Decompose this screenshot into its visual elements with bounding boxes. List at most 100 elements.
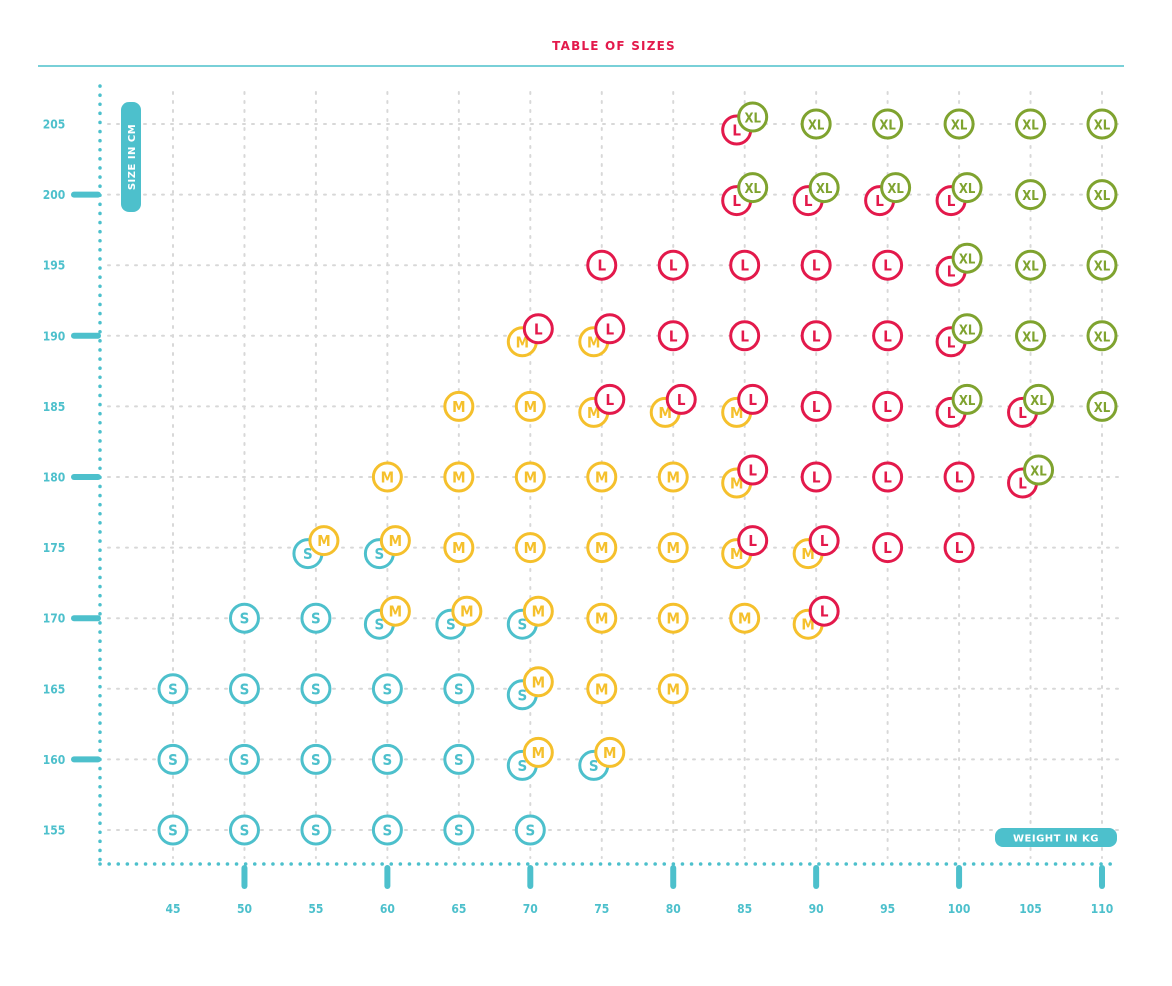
marker-label: L xyxy=(875,192,884,210)
marker-label: L xyxy=(1018,404,1027,422)
marker-ring xyxy=(1086,390,1118,422)
y-tick-label: 205 xyxy=(43,118,66,132)
y-tick-label: 180 xyxy=(43,471,66,485)
marker-xl: XL xyxy=(1023,383,1055,415)
marker-s: S xyxy=(228,673,260,705)
marker-ring xyxy=(872,532,904,564)
marker-xl: XL xyxy=(800,108,832,140)
marker-ring xyxy=(514,814,546,846)
marker-m: M xyxy=(379,525,411,557)
marker-ring xyxy=(872,390,904,422)
marker-xl: XL xyxy=(1015,320,1047,352)
marker-l: L xyxy=(800,461,832,493)
marker-ring xyxy=(300,814,332,846)
marker-m: M xyxy=(657,532,689,564)
marker-xl: XL xyxy=(872,108,904,140)
marker-label: M xyxy=(801,545,814,563)
marker-ring xyxy=(657,673,689,705)
marker-ring xyxy=(943,532,975,564)
x-tick-label: 90 xyxy=(809,902,824,916)
marker-label: XL xyxy=(1022,260,1039,275)
marker-label: XL xyxy=(959,253,976,268)
marker-label: M xyxy=(532,603,545,621)
marker-label: S xyxy=(383,822,393,840)
marker-label: XL xyxy=(1094,189,1111,204)
marker-xl: XL xyxy=(808,172,840,204)
marker-m: M xyxy=(514,532,546,564)
y-tick-label: 190 xyxy=(43,329,66,343)
marker-ring xyxy=(808,172,840,204)
marker-label: M xyxy=(389,603,402,621)
axes xyxy=(98,84,1120,866)
marker-xl: XL xyxy=(1086,179,1118,211)
x-axis-label-badge: WEIGHT IN KG xyxy=(995,828,1117,847)
marker-label: L xyxy=(812,469,821,487)
marker-ring xyxy=(443,390,475,422)
marker-l: L xyxy=(737,454,769,486)
marker-label: M xyxy=(730,545,743,563)
marker-label: S xyxy=(383,751,393,769)
marker-xl: XL xyxy=(1015,249,1047,281)
marker-xl: XL xyxy=(737,172,769,204)
marker-label: L xyxy=(812,257,821,275)
marker-label: XL xyxy=(959,394,976,409)
marker-xl: XL xyxy=(737,101,769,133)
marker-l: L xyxy=(729,320,761,352)
x-tick-label: 100 xyxy=(948,902,971,916)
marker-ring xyxy=(1015,179,1047,211)
marker-ring xyxy=(951,242,983,274)
marker-label: S xyxy=(311,822,321,840)
marker-m: M xyxy=(443,461,475,493)
marker-xl: XL xyxy=(1023,454,1055,486)
marker-ring xyxy=(586,249,618,281)
marker-s: S xyxy=(300,602,332,634)
marker-xl: XL xyxy=(951,313,983,345)
marker-l: L xyxy=(594,313,626,345)
marker-ring xyxy=(1086,249,1118,281)
marker-ring xyxy=(872,461,904,493)
marker-xl: XL xyxy=(951,242,983,274)
marker-ring xyxy=(737,383,769,415)
marker-s: S xyxy=(300,814,332,846)
marker-label: S xyxy=(375,616,385,634)
marker-m: M xyxy=(308,525,340,557)
marker-xl: XL xyxy=(943,108,975,140)
marker-label: XL xyxy=(744,182,761,197)
marker-ring xyxy=(371,743,403,775)
marker-label: M xyxy=(452,539,465,557)
marker-ring xyxy=(872,249,904,281)
marker-l: L xyxy=(943,461,975,493)
marker-label: L xyxy=(883,469,892,487)
marker-label: S xyxy=(240,822,250,840)
marker-s: S xyxy=(228,814,260,846)
marker-ring xyxy=(1086,179,1118,211)
x-tick-label: 80 xyxy=(666,902,681,916)
marker-m: M xyxy=(586,673,618,705)
marker-l: L xyxy=(657,249,689,281)
marker-label: XL xyxy=(959,323,976,338)
marker-s: S xyxy=(443,673,475,705)
marker-ring xyxy=(586,461,618,493)
marker-ring xyxy=(443,743,475,775)
marker-ring xyxy=(657,532,689,564)
marker-ring xyxy=(514,461,546,493)
marker-label: L xyxy=(732,122,741,140)
marker-ring xyxy=(371,814,403,846)
marker-ring xyxy=(737,454,769,486)
marker-label: S xyxy=(240,751,250,769)
marker-label: L xyxy=(947,263,956,281)
marker-label: M xyxy=(587,404,600,422)
marker-ring xyxy=(443,673,475,705)
marker-s: S xyxy=(228,602,260,634)
x-axis-label: WEIGHT IN KG xyxy=(1013,834,1099,845)
marker-m: M xyxy=(586,532,618,564)
y-tick-label: 165 xyxy=(43,682,66,696)
marker-ring xyxy=(522,595,554,627)
marker-l: L xyxy=(800,249,832,281)
x-tick-label: 60 xyxy=(380,902,395,916)
marker-label: M xyxy=(524,539,537,557)
marker-ring xyxy=(657,602,689,634)
x-tick-label: 55 xyxy=(308,902,323,916)
marker-s: S xyxy=(443,743,475,775)
